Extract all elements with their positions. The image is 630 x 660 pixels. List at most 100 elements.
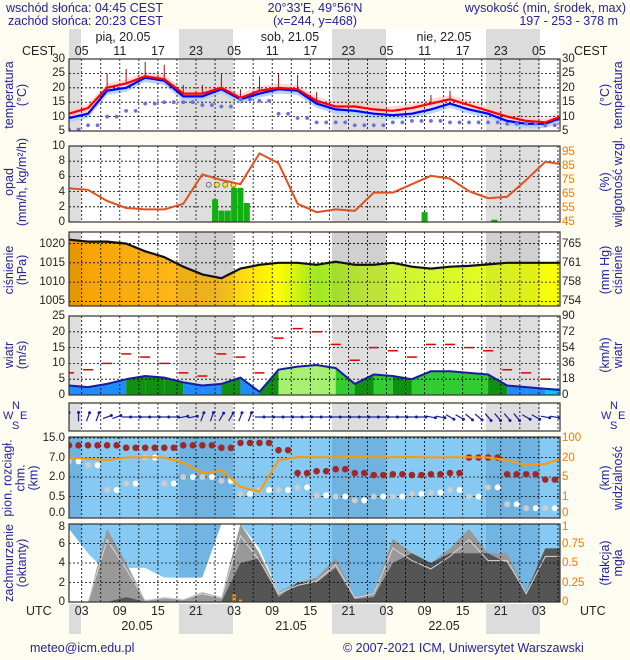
- temp-tick-right: 15: [562, 96, 575, 109]
- cover-tick: 8: [58, 521, 65, 533]
- wind-direction-arrow: [540, 415, 550, 419]
- series-group: [69, 411, 560, 422]
- dewpoint-point: [343, 120, 348, 125]
- panel-border: [68, 402, 561, 432]
- cloud-top-point: [456, 469, 463, 477]
- precip-bar: [237, 187, 244, 222]
- utc-hour-label: 03: [227, 604, 242, 618]
- pressure-axis-label: ciśnienie (hPa): [2, 245, 29, 295]
- visibility-axis-label: (km) widzialność: [598, 446, 625, 510]
- cloud-base-point: [313, 492, 320, 499]
- cloud-top-point: [141, 444, 149, 452]
- dewpoint-point: [219, 104, 224, 109]
- dewpoint-point: [238, 97, 243, 102]
- precip-bar: [218, 210, 225, 222]
- temp-line: [69, 75, 560, 124]
- precip-axis-label: opad (mm/h, kg/m²/h): [2, 137, 29, 227]
- arrow-head: [433, 416, 437, 420]
- cloud-base-point: [408, 490, 415, 497]
- wind-area: [488, 374, 508, 395]
- dewpoint-point: [171, 100, 176, 105]
- cloud-tick: 7.0: [49, 451, 65, 464]
- visibility-tick: 1: [562, 490, 569, 503]
- arrow-head: [88, 411, 92, 415]
- precip-tick: 8: [58, 155, 65, 168]
- humidity-axis-label: (%) wilgotność wzgl.: [598, 136, 625, 228]
- wind-direction-arrow: [474, 413, 483, 421]
- temp-axis-label: temperatura (°C): [2, 61, 29, 129]
- night-band: [69, 29, 81, 59]
- dewpoint-point: [229, 104, 233, 109]
- night-shade: [486, 437, 540, 518]
- arrow-head: [395, 415, 399, 419]
- elevation-values: 197 - 253 - 378 m: [519, 14, 618, 28]
- cloud-top-point: [218, 444, 225, 452]
- cloud-top-point: [265, 439, 273, 447]
- cloud-top-point: [69, 442, 73, 449]
- wind-direction-arrow: [218, 412, 225, 422]
- wind-direction-arrow: [85, 412, 91, 422]
- arrow-head: [97, 411, 101, 415]
- temp-tick: 15: [52, 96, 65, 109]
- cloud-top-point: [75, 442, 82, 449]
- precip-type-marker: [222, 181, 229, 188]
- arrow-head: [186, 414, 190, 418]
- wind-direction-arrow: [494, 413, 501, 421]
- night-shade: [69, 316, 81, 395]
- coordinates: 20°33'E, 49°56'N: [267, 1, 363, 15]
- cover-tick: 6: [58, 537, 65, 550]
- series-group: [69, 152, 560, 222]
- cloud-base-point: [246, 490, 253, 497]
- wind-kmh-tick: 72: [562, 325, 575, 338]
- cloud-base-point: [170, 480, 177, 487]
- night-shade: [332, 59, 386, 131]
- arrow-head: [357, 415, 361, 419]
- cloud-tick: 0.5: [49, 490, 65, 503]
- cloud-top-point: [275, 446, 282, 454]
- cloud-base-point: [75, 458, 82, 465]
- dewpoint-point: [105, 114, 109, 119]
- arrow-head: [222, 411, 226, 415]
- arrow-head: [414, 415, 418, 419]
- cloud-base-point: [571, 501, 577, 507]
- precip-tick: 0: [58, 216, 65, 228]
- temp-tick-right: 10: [562, 110, 575, 123]
- wind-direction-arrow: [445, 414, 455, 420]
- wind-kmh-tick: 36: [562, 357, 575, 370]
- cloud-top-point: [370, 471, 378, 479]
- dewpoint-point: [124, 108, 129, 113]
- panel-border: [68, 231, 561, 307]
- dewpoint-point: [324, 120, 329, 125]
- dewpoint-point: [267, 98, 271, 103]
- visibility-tick: 20: [562, 451, 575, 464]
- cloud-base-point: [85, 462, 92, 469]
- cloud-top-point: [332, 465, 340, 473]
- utc-hour-label: 15: [150, 604, 165, 618]
- arrow-head: [167, 415, 171, 419]
- humidity-tick: 85: [562, 160, 575, 172]
- dewpoint-point: [495, 120, 500, 125]
- contact-email-link[interactable]: meteo@icm.edu.pl: [30, 641, 135, 655]
- cloud-top-point: [446, 469, 454, 477]
- cloud-base-point: [466, 493, 473, 500]
- wind-direction-arrow: [188, 415, 198, 419]
- arrow-head: [367, 415, 371, 419]
- visibility-tick: 0: [562, 507, 569, 519]
- panel-border: [68, 58, 561, 132]
- wind-direction-arrow: [513, 413, 521, 421]
- dewpoint-point: [543, 123, 548, 128]
- utc-hour-label: 03: [74, 604, 89, 618]
- dewpoint-point: [410, 119, 414, 123]
- cloud-base-point: [485, 484, 492, 491]
- cloud-base-point: [437, 489, 444, 496]
- cloud-base-point: [504, 501, 511, 508]
- humidity-tick: 55: [562, 202, 575, 214]
- temp-axis-label-right: (°C) temperatura: [598, 61, 625, 129]
- cloud-top-point: [351, 469, 359, 477]
- wind-direction-arrow: [503, 413, 511, 421]
- wind-area: [69, 385, 89, 395]
- dewpoint-point: [200, 103, 205, 107]
- cloud-top-point: [408, 471, 416, 479]
- grid: [69, 232, 560, 306]
